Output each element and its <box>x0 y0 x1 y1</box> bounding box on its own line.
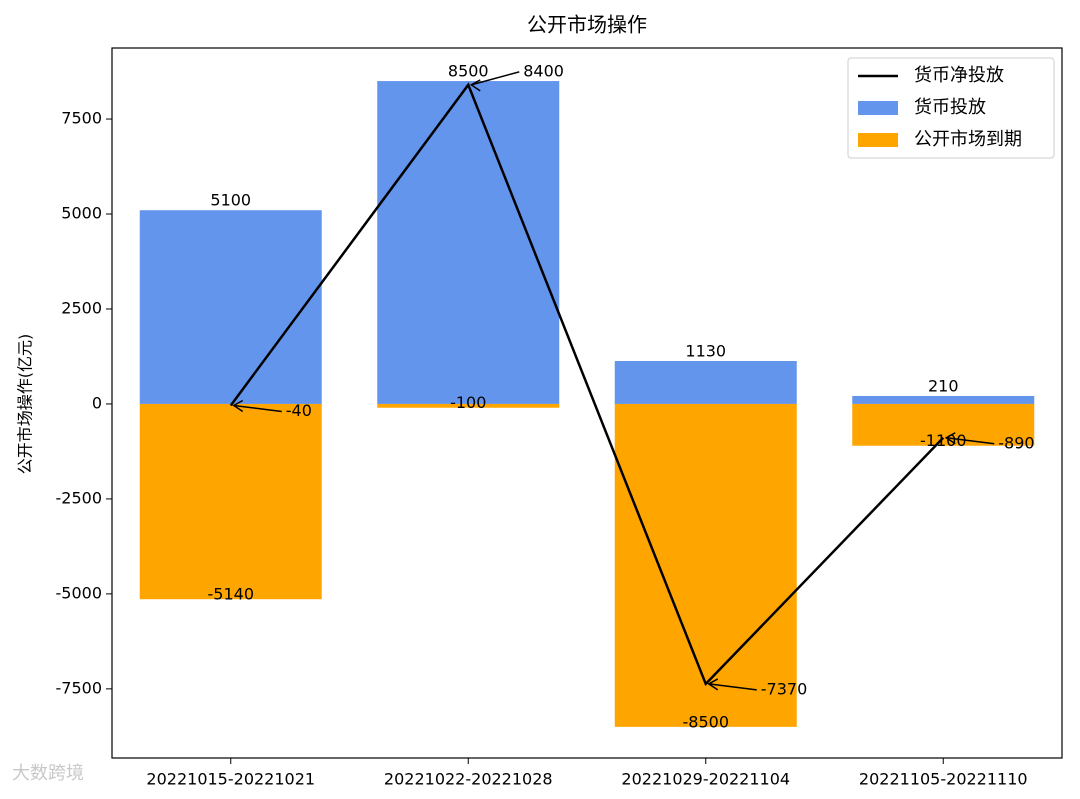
annotation-arrowhead <box>944 432 956 445</box>
x-tick-label: 20221015-20221021 <box>146 770 315 789</box>
bar <box>614 403 797 727</box>
value-label: 8500 <box>448 62 489 81</box>
net-line <box>229 82 945 687</box>
value-label: 5100 <box>210 191 251 210</box>
bar <box>139 210 322 404</box>
y-tick-label: 5000 <box>61 204 102 223</box>
bar <box>852 395 1035 404</box>
watermark: 大数跨境 <box>12 763 84 784</box>
annotation-label: -40 <box>286 401 312 420</box>
legend-label: 货币净投放 <box>914 65 1004 86</box>
legend-swatch <box>858 133 898 147</box>
annotation-arrow <box>946 437 995 445</box>
legend-label: 公开市场到期 <box>914 129 1022 150</box>
bar <box>377 81 560 404</box>
legend-label: 货币投放 <box>914 97 986 118</box>
value-label: -5140 <box>208 585 255 604</box>
value-label: 1130 <box>685 342 726 361</box>
annotation-arrow <box>708 683 757 691</box>
annotation-label: -890 <box>998 433 1034 452</box>
annotation-label: -7370 <box>761 679 808 698</box>
x-tick-label: 20221105-20221110 <box>859 770 1028 789</box>
bar <box>139 403 322 600</box>
value-label: 210 <box>928 376 959 395</box>
x-tick-label: 20221029-20221104 <box>621 770 790 789</box>
annotation-label: 8400 <box>523 61 564 80</box>
bar <box>614 361 797 404</box>
plot-frame <box>111 47 1063 759</box>
value-label: -100 <box>450 393 486 412</box>
value-label: -1100 <box>920 431 967 450</box>
annotation-arrowhead <box>469 79 481 92</box>
annotation-arrow <box>233 404 282 413</box>
x-tick-label: 20221022-20221028 <box>384 770 553 789</box>
bar <box>377 403 560 408</box>
y-tick-label: -5000 <box>56 583 103 602</box>
annotation-arrowhead <box>707 678 719 691</box>
y-tick-label: 7500 <box>61 109 102 128</box>
y-axis-label: 公开市场操作(亿元) <box>16 334 35 475</box>
value-label: -8500 <box>683 712 730 731</box>
annotation-arrow <box>471 71 520 86</box>
annotation-arrowhead <box>232 399 244 413</box>
y-tick-label: -7500 <box>56 678 103 697</box>
legend-swatch <box>858 101 898 115</box>
y-tick-label: 2500 <box>61 298 102 317</box>
y-tick-label: 0 <box>92 393 102 412</box>
y-tick-label: -2500 <box>56 488 103 507</box>
chart-title: 公开市场操作 <box>527 13 647 37</box>
legend-box <box>847 57 1055 159</box>
